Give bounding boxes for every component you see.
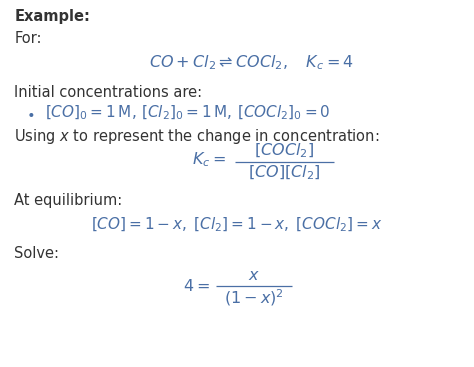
Text: Example:: Example:	[14, 9, 90, 24]
Text: For:: For:	[14, 31, 42, 46]
Text: $K_c =$: $K_c =$	[191, 150, 226, 169]
Text: Initial concentrations are:: Initial concentrations are:	[14, 85, 202, 100]
Text: $[CO] = 1-x,\;[Cl_2] = 1-x,\;[COCl_2] = x$: $[CO] = 1-x,\;[Cl_2] = 1-x,\;[COCl_2] = …	[91, 215, 383, 234]
Text: Solve:: Solve:	[14, 247, 59, 261]
Text: $[CO]_0 = 1\,\mathrm{M},\,[Cl_2]_0 = 1\,\mathrm{M},\,[COCl_2]_0 = 0$: $[CO]_0 = 1\,\mathrm{M},\,[Cl_2]_0 = 1\,…	[45, 104, 330, 122]
Text: $4 =$: $4 =$	[183, 277, 210, 294]
Text: $[COCl_2]$: $[COCl_2]$	[255, 142, 314, 160]
Text: $x$: $x$	[247, 269, 260, 283]
Text: $\bullet$: $\bullet$	[26, 106, 35, 120]
Text: $[CO][Cl_2]$: $[CO][Cl_2]$	[248, 164, 321, 182]
Text: $(1-x)^2$: $(1-x)^2$	[224, 287, 283, 308]
Text: Using $x$ to represent the change in concentration:: Using $x$ to represent the change in con…	[14, 127, 380, 146]
Text: At equilibrium:: At equilibrium:	[14, 193, 122, 208]
Text: $CO + Cl_2 \rightleftharpoons COCl_2, \quad K_c = 4$: $CO + Cl_2 \rightleftharpoons COCl_2, \q…	[149, 54, 354, 72]
